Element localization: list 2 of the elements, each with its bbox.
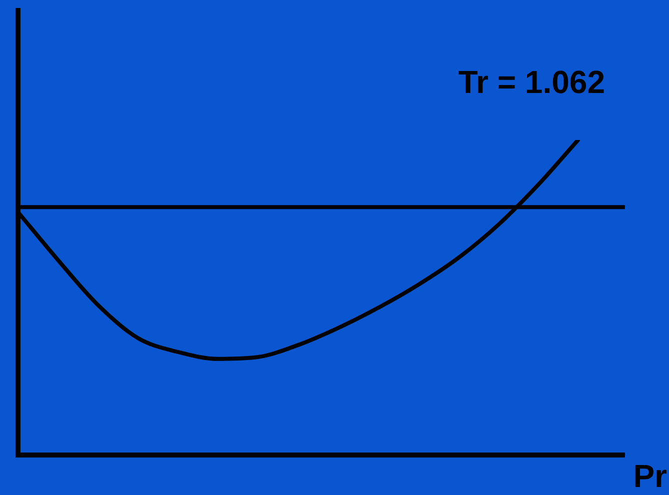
- x-axis-title: Pr: [633, 458, 667, 495]
- text: Tr = 1.062: [458, 64, 605, 101]
